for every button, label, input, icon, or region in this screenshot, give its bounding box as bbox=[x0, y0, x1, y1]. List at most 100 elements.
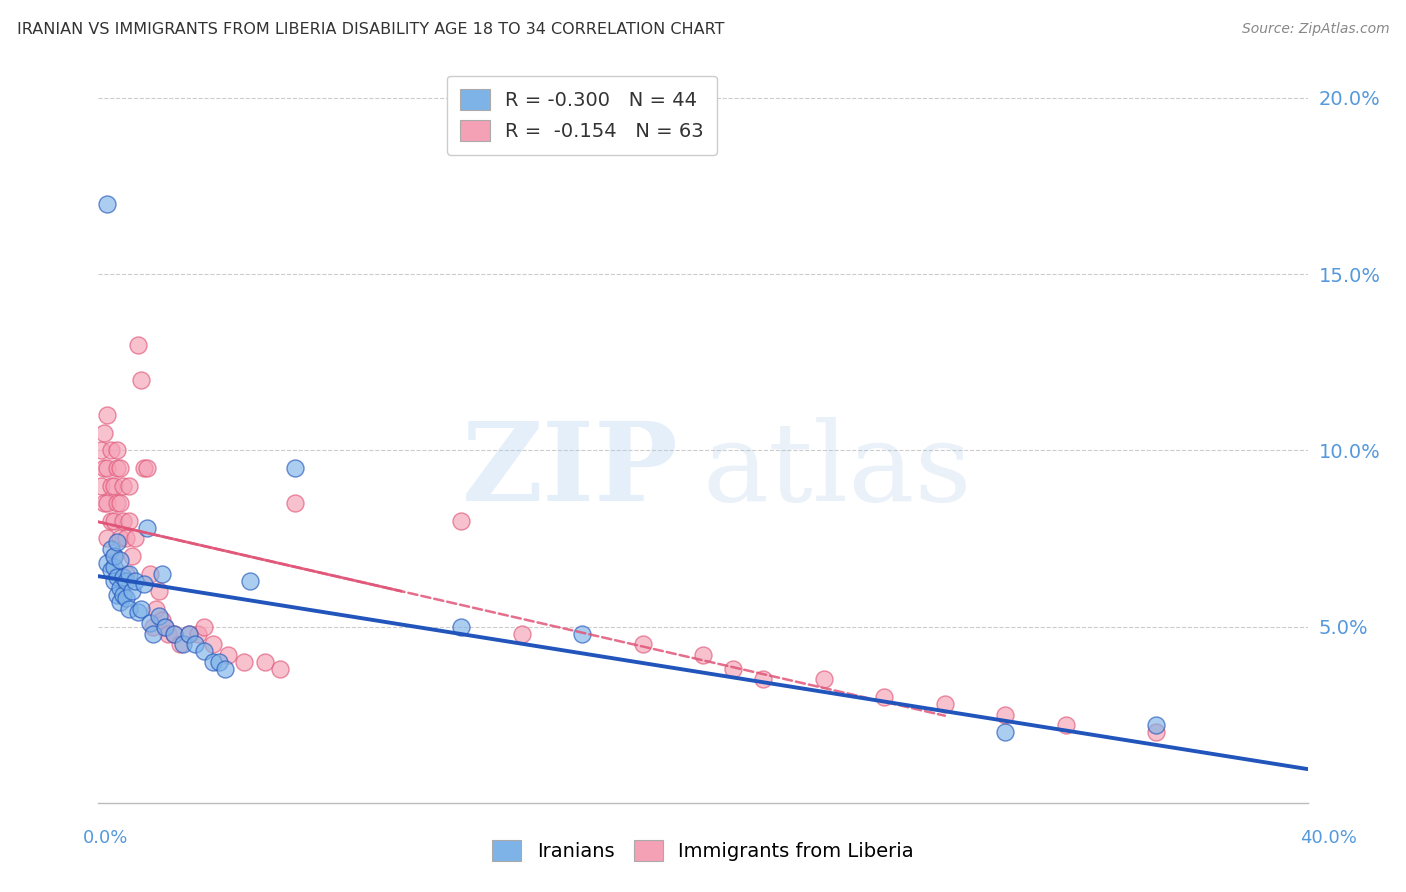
Point bbox=[90, 478, 112, 492]
Point bbox=[135, 461, 157, 475]
Point bbox=[723, 662, 745, 676]
Point bbox=[187, 626, 209, 640]
Point bbox=[153, 619, 176, 633]
Point bbox=[163, 626, 186, 640]
Point bbox=[103, 549, 125, 563]
Point bbox=[217, 648, 239, 662]
Point bbox=[184, 637, 207, 651]
Point bbox=[692, 648, 714, 662]
Point bbox=[118, 566, 141, 581]
Point bbox=[103, 514, 125, 528]
Point bbox=[1144, 718, 1167, 732]
Point bbox=[139, 615, 162, 630]
Point bbox=[108, 532, 131, 546]
Point bbox=[108, 581, 131, 595]
Point bbox=[105, 570, 128, 584]
Point bbox=[510, 626, 533, 640]
Point bbox=[179, 626, 201, 640]
Point bbox=[1144, 725, 1167, 739]
Point bbox=[118, 602, 141, 616]
Point bbox=[232, 655, 254, 669]
Point bbox=[450, 514, 472, 528]
Text: 0.0%: 0.0% bbox=[83, 829, 128, 847]
Point bbox=[103, 478, 125, 492]
Point bbox=[150, 566, 173, 581]
Point bbox=[93, 425, 115, 440]
Point bbox=[132, 577, 155, 591]
Point bbox=[100, 443, 122, 458]
Point bbox=[114, 591, 136, 606]
Point bbox=[100, 514, 122, 528]
Point bbox=[90, 443, 112, 458]
Point bbox=[111, 588, 134, 602]
Point bbox=[124, 574, 146, 588]
Point bbox=[93, 461, 115, 475]
Point bbox=[148, 609, 170, 624]
Point bbox=[135, 521, 157, 535]
Point bbox=[269, 662, 291, 676]
Point bbox=[96, 532, 118, 546]
Point bbox=[179, 626, 201, 640]
Point bbox=[96, 461, 118, 475]
Point bbox=[105, 461, 128, 475]
Point bbox=[100, 478, 122, 492]
Point bbox=[96, 408, 118, 422]
Point bbox=[118, 478, 141, 492]
Point bbox=[108, 552, 131, 566]
Point bbox=[150, 613, 173, 627]
Text: IRANIAN VS IMMIGRANTS FROM LIBERIA DISABILITY AGE 18 TO 34 CORRELATION CHART: IRANIAN VS IMMIGRANTS FROM LIBERIA DISAB… bbox=[17, 22, 724, 37]
Point bbox=[153, 619, 176, 633]
Legend: R = -0.300   N = 44, R =  -0.154   N = 63: R = -0.300 N = 44, R = -0.154 N = 63 bbox=[447, 76, 717, 155]
Point bbox=[105, 443, 128, 458]
Y-axis label: Disability Age 18 to 34: Disability Age 18 to 34 bbox=[0, 339, 8, 544]
Point bbox=[103, 559, 125, 574]
Point bbox=[108, 461, 131, 475]
Point bbox=[111, 570, 134, 584]
Point bbox=[994, 725, 1017, 739]
Point bbox=[103, 574, 125, 588]
Point bbox=[96, 196, 118, 211]
Point bbox=[100, 542, 122, 557]
Point bbox=[127, 337, 149, 351]
Point bbox=[752, 673, 775, 687]
Point bbox=[239, 574, 262, 588]
Point bbox=[193, 619, 215, 633]
Point bbox=[96, 556, 118, 570]
Point bbox=[118, 514, 141, 528]
Text: Source: ZipAtlas.com: Source: ZipAtlas.com bbox=[1241, 22, 1389, 37]
Point bbox=[142, 626, 165, 640]
Point bbox=[129, 373, 152, 387]
Point bbox=[202, 637, 225, 651]
Point bbox=[631, 637, 654, 651]
Point bbox=[114, 532, 136, 546]
Point bbox=[1054, 718, 1077, 732]
Point bbox=[284, 496, 307, 510]
Point bbox=[132, 461, 155, 475]
Point bbox=[105, 588, 128, 602]
Text: ZIP: ZIP bbox=[463, 417, 679, 524]
Point bbox=[873, 690, 896, 704]
Point bbox=[142, 619, 165, 633]
Point bbox=[93, 496, 115, 510]
Point bbox=[214, 662, 236, 676]
Point bbox=[934, 697, 956, 711]
Point bbox=[571, 626, 593, 640]
Point bbox=[145, 602, 167, 616]
Point bbox=[450, 619, 472, 633]
Point bbox=[108, 595, 131, 609]
Point bbox=[121, 549, 143, 563]
Point bbox=[208, 655, 231, 669]
Point bbox=[114, 566, 136, 581]
Point bbox=[111, 514, 134, 528]
Point bbox=[994, 707, 1017, 722]
Text: 40.0%: 40.0% bbox=[1301, 829, 1357, 847]
Point bbox=[253, 655, 276, 669]
Point bbox=[163, 626, 186, 640]
Point bbox=[172, 637, 194, 651]
Point bbox=[111, 478, 134, 492]
Point bbox=[284, 461, 307, 475]
Point bbox=[108, 496, 131, 510]
Text: atlas: atlas bbox=[703, 417, 973, 524]
Point bbox=[148, 584, 170, 599]
Point bbox=[105, 535, 128, 549]
